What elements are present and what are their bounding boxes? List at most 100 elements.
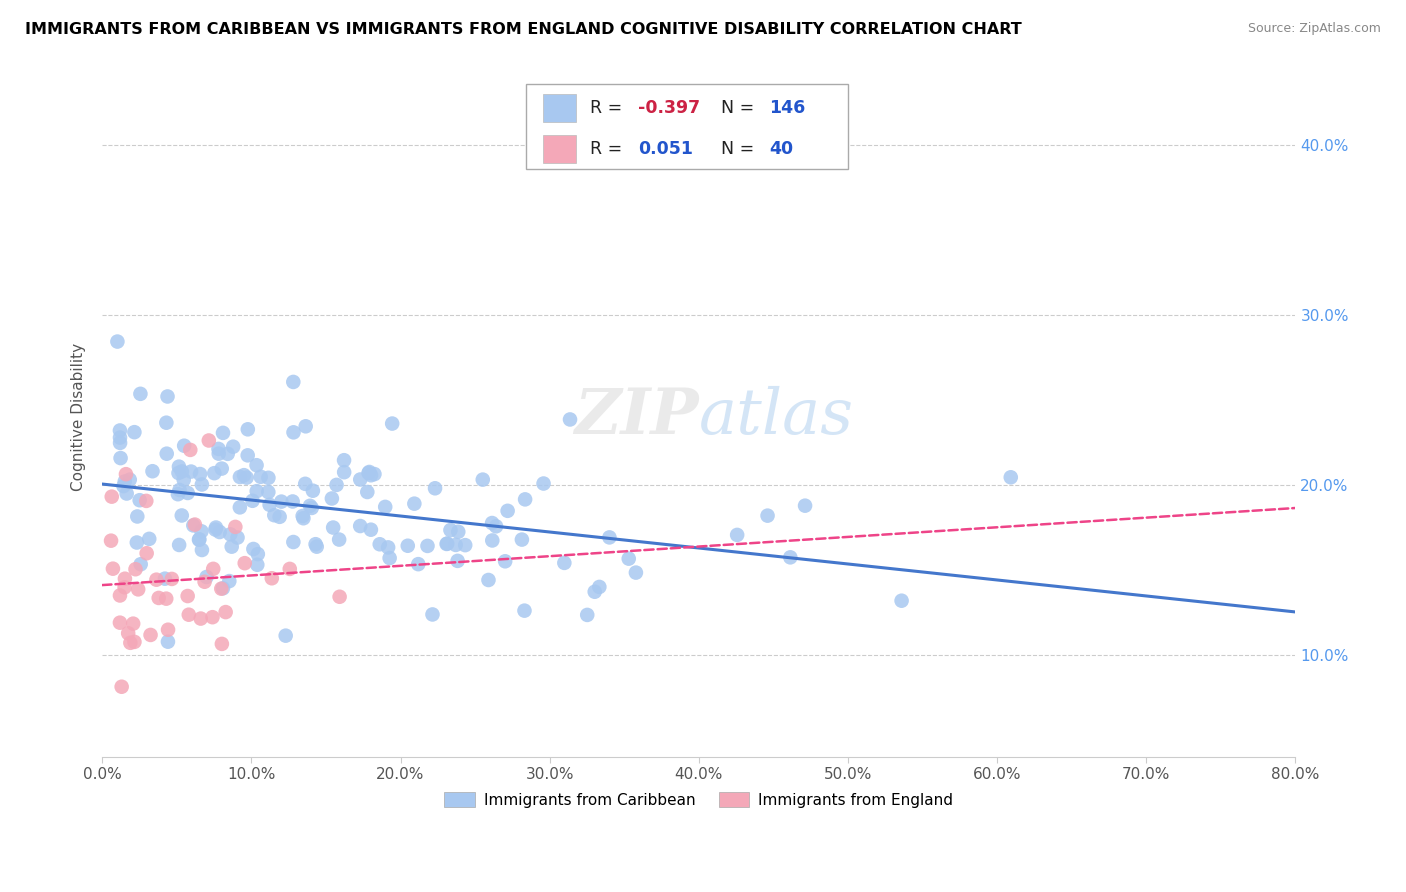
Point bbox=[533, 476, 555, 491]
Point bbox=[278, 562, 301, 576]
Point bbox=[191, 477, 214, 491]
Point bbox=[257, 485, 280, 500]
Point bbox=[333, 465, 356, 479]
Point bbox=[125, 535, 148, 549]
Point bbox=[112, 479, 135, 493]
Point bbox=[156, 447, 179, 461]
Text: ZIP: ZIP bbox=[574, 386, 699, 448]
Point bbox=[219, 527, 242, 541]
Point bbox=[167, 487, 190, 501]
Point bbox=[191, 543, 214, 558]
Point bbox=[195, 570, 218, 584]
Point bbox=[588, 580, 610, 594]
Point bbox=[101, 562, 124, 576]
Point bbox=[381, 417, 404, 431]
Point bbox=[259, 498, 281, 512]
Point bbox=[246, 547, 269, 561]
Point bbox=[349, 519, 371, 533]
Point bbox=[360, 468, 382, 483]
Point bbox=[274, 629, 297, 643]
Point bbox=[374, 500, 396, 514]
Text: atlas: atlas bbox=[699, 386, 853, 448]
Text: -0.397: -0.397 bbox=[638, 99, 700, 117]
Point bbox=[617, 551, 640, 566]
Point bbox=[283, 535, 305, 549]
Point bbox=[444, 538, 467, 552]
Point bbox=[108, 589, 131, 603]
Point bbox=[209, 582, 232, 596]
Point bbox=[124, 425, 146, 439]
Bar bbox=[543, 94, 576, 122]
Point bbox=[190, 524, 212, 539]
Point bbox=[270, 494, 292, 508]
Point bbox=[127, 509, 149, 524]
Point bbox=[117, 626, 139, 640]
Point bbox=[214, 605, 236, 619]
Point bbox=[249, 470, 271, 484]
Point bbox=[120, 636, 142, 650]
Point bbox=[141, 464, 163, 478]
Text: N =: N = bbox=[710, 99, 759, 117]
Point bbox=[446, 554, 468, 568]
Point bbox=[494, 554, 516, 568]
Point bbox=[179, 442, 201, 457]
Point bbox=[107, 334, 129, 349]
Point bbox=[485, 519, 508, 533]
Point bbox=[114, 580, 136, 594]
Point bbox=[269, 509, 291, 524]
Point bbox=[233, 468, 256, 483]
Text: N =: N = bbox=[710, 140, 759, 158]
Point bbox=[122, 616, 145, 631]
Point bbox=[217, 447, 239, 461]
Point bbox=[108, 436, 131, 450]
Point bbox=[322, 520, 344, 534]
Point bbox=[245, 458, 267, 473]
Point bbox=[108, 424, 131, 438]
Point bbox=[218, 574, 240, 588]
Point bbox=[292, 511, 315, 525]
Legend: Immigrants from Caribbean, Immigrants from England: Immigrants from Caribbean, Immigrants fr… bbox=[439, 786, 959, 814]
Text: 40: 40 bbox=[769, 140, 793, 158]
Point bbox=[135, 494, 157, 508]
Point bbox=[100, 533, 122, 548]
Point bbox=[404, 497, 426, 511]
Point bbox=[416, 539, 439, 553]
Point bbox=[183, 518, 205, 533]
Point bbox=[188, 533, 211, 547]
Point bbox=[127, 582, 149, 597]
Text: R =: R = bbox=[591, 99, 628, 117]
Point bbox=[406, 557, 429, 571]
Point bbox=[170, 508, 193, 523]
Point bbox=[124, 635, 146, 649]
Point bbox=[124, 562, 146, 576]
Point bbox=[378, 551, 401, 566]
Text: 146: 146 bbox=[769, 99, 806, 117]
Point bbox=[153, 572, 176, 586]
Point bbox=[212, 582, 235, 596]
Text: IMMIGRANTS FROM CARIBBEAN VS IMMIGRANTS FROM ENGLAND COGNITIVE DISABILITY CORREL: IMMIGRANTS FROM CARIBBEAN VS IMMIGRANTS … bbox=[25, 22, 1022, 37]
Point bbox=[194, 574, 217, 589]
Point bbox=[129, 558, 152, 572]
Y-axis label: Cognitive Disability: Cognitive Disability bbox=[72, 343, 86, 491]
Point bbox=[368, 537, 391, 551]
Point bbox=[114, 475, 136, 489]
Point bbox=[510, 533, 533, 547]
Point bbox=[208, 524, 231, 539]
Point bbox=[321, 491, 343, 506]
Point bbox=[422, 607, 444, 622]
Point bbox=[357, 466, 380, 480]
Point bbox=[496, 504, 519, 518]
Point bbox=[118, 473, 141, 487]
Point bbox=[188, 533, 211, 547]
Point bbox=[333, 453, 356, 467]
Point bbox=[160, 572, 183, 586]
Point bbox=[436, 536, 458, 550]
Point bbox=[170, 465, 193, 479]
Point bbox=[202, 466, 225, 480]
Point bbox=[439, 523, 461, 537]
Point bbox=[624, 566, 647, 580]
Point bbox=[108, 431, 131, 445]
Point bbox=[349, 473, 371, 487]
Point bbox=[115, 486, 138, 500]
Point bbox=[298, 499, 321, 513]
